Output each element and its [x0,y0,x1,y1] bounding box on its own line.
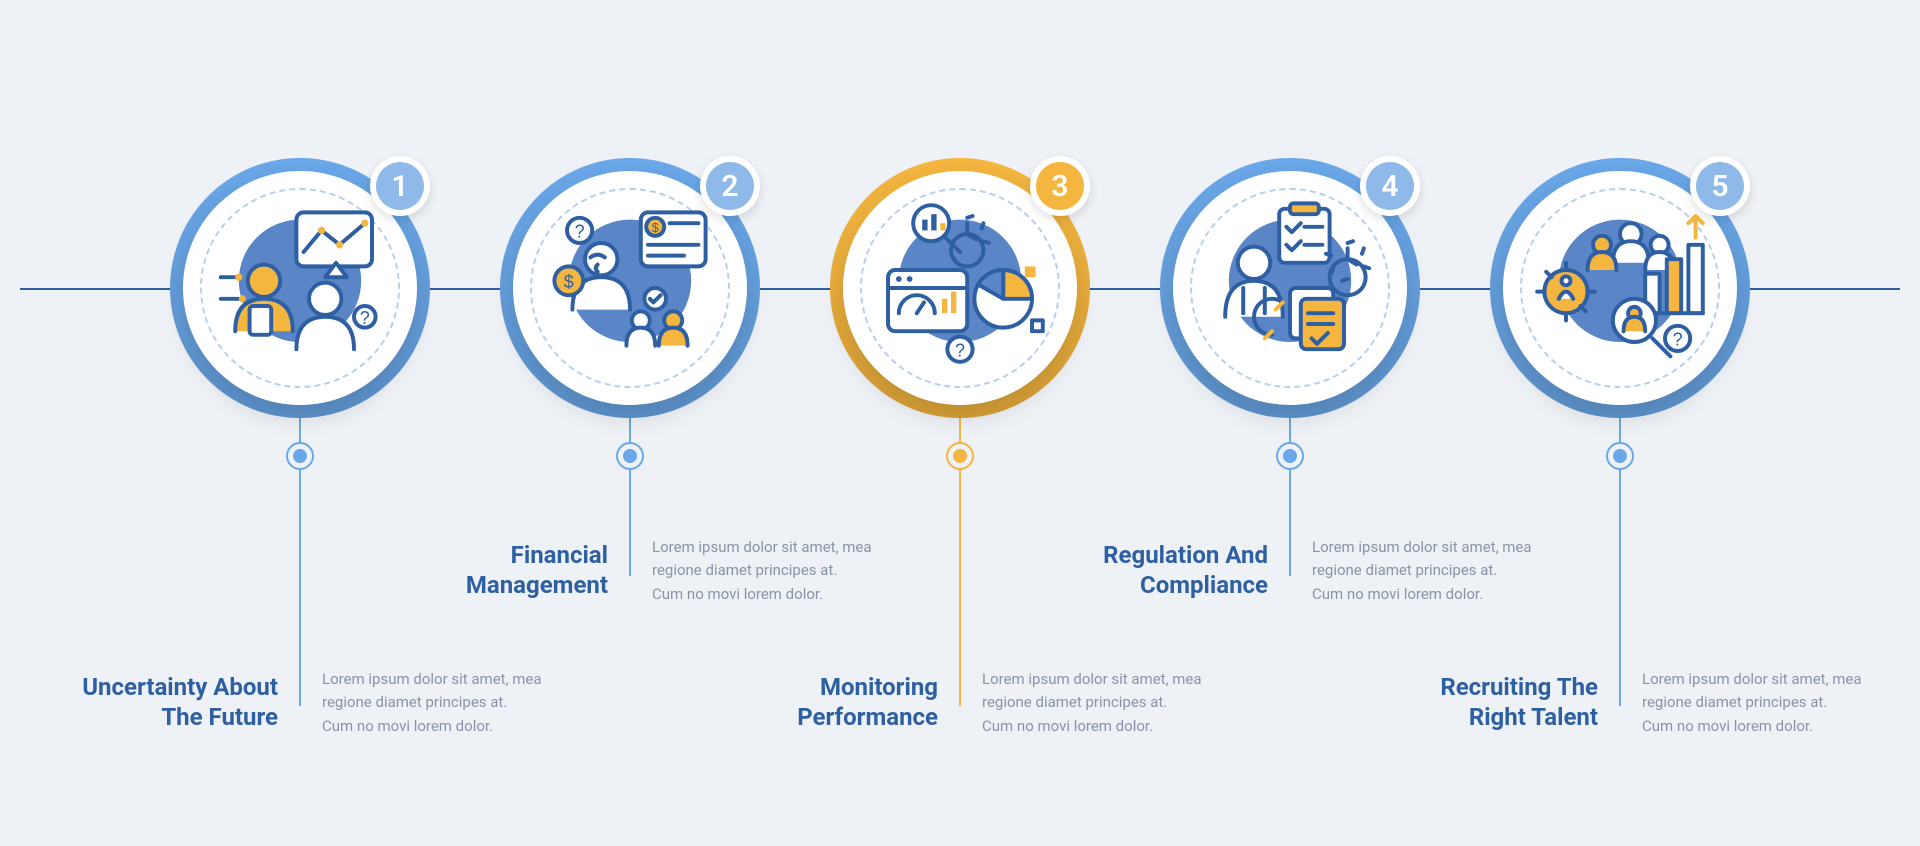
step-title-regulation: Regulation And Compliance [1048,540,1268,600]
financial-icon: $ $? [540,198,720,378]
svg-text:?: ? [575,222,585,242]
step-title-financial: Financial Management [388,540,608,600]
step-title-recruiting: Recruiting The Right Talent [1378,672,1598,732]
infographic-canvas: ? 1 Uncertainty About The Future Lorem ipsu… [0,0,1920,846]
step-desc-regulation: Lorem ipsum dolor sit amet, mea regione … [1312,536,1532,606]
svg-text:$: $ [564,272,574,292]
step-desc-monitoring: Lorem ipsum dolor sit amet, mea regione … [982,668,1202,738]
svg-text:?: ? [955,340,965,360]
step-desc-recruiting: Lorem ipsum dolor sit amet, mea regione … [1642,668,1862,738]
svg-text:?: ? [360,308,370,328]
svg-text:?: ? [1673,330,1683,350]
connector-line-financial [629,408,631,576]
connector-line-regulation [1289,408,1291,576]
connector-dot-inner-monitoring [953,449,967,463]
monitoring-icon: ? [870,198,1050,378]
uncertainty-icon: ? [210,198,390,378]
connector-dot-inner-financial [623,449,637,463]
step-number-financial: 2 [706,162,754,210]
step-number-recruiting: 5 [1696,162,1744,210]
regulation-icon [1200,198,1380,378]
step-desc-uncertainty: Lorem ipsum dolor sit amet, mea regione … [322,668,542,738]
step-title-monitoring: Monitoring Performance [718,672,938,732]
step-number-uncertainty: 1 [376,162,424,210]
connector-dot-inner-uncertainty [293,449,307,463]
svg-text:$: $ [652,221,659,235]
recruiting-icon: ? [1530,198,1710,378]
connector-dot-inner-recruiting [1613,449,1627,463]
step-title-uncertainty: Uncertainty About The Future [58,672,278,732]
step-number-monitoring: 3 [1036,162,1084,210]
step-desc-financial: Lorem ipsum dolor sit amet, mea regione … [652,536,872,606]
step-number-regulation: 4 [1366,162,1414,210]
connector-dot-inner-regulation [1283,449,1297,463]
